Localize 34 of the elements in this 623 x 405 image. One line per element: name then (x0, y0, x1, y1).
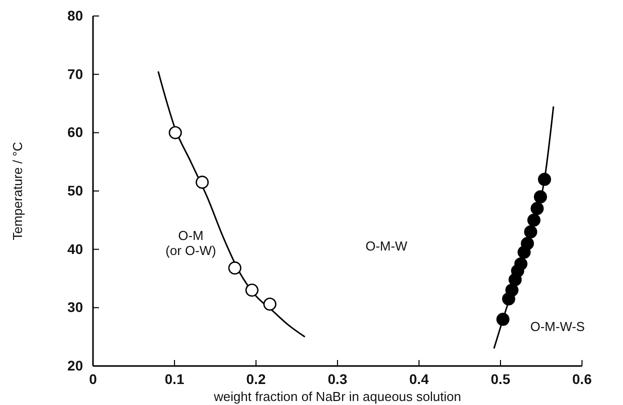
x-tick-label: 0.4 (409, 370, 429, 387)
point (496, 312, 510, 326)
point (538, 172, 552, 186)
x-tick-label: 0.2 (246, 370, 266, 387)
y-tick-label: 70 (67, 66, 84, 82)
point (530, 202, 544, 216)
y-axis-title: Temperature / °C (10, 142, 25, 240)
y-tick-label: 50 (67, 182, 84, 198)
point (168, 126, 182, 140)
point (524, 225, 538, 238)
x-tick-label: 0.6 (572, 370, 592, 387)
point (527, 214, 540, 227)
point (228, 261, 242, 275)
annotation: O-M (or O-W) (166, 228, 216, 258)
point (245, 284, 258, 297)
x-tick-label: 0.1 (164, 370, 184, 387)
point (263, 298, 276, 311)
y-tick-label: 30 (67, 299, 84, 316)
point (505, 284, 518, 297)
x-axis-title: weight fraction of NaBr in aqueous solution (212, 389, 462, 404)
x-tick-label: 0.5 (490, 370, 510, 387)
x-tick-label: 0.3 (328, 370, 348, 387)
point (520, 236, 534, 250)
point (514, 257, 528, 270)
point (196, 176, 209, 189)
y-tick-label: 40 (67, 240, 84, 257)
point (534, 190, 547, 204)
line-series (157, 70, 306, 338)
y-tick-label: 20 (67, 357, 84, 374)
annotation: O-M-W-S (530, 319, 586, 334)
y-tick-label: 60 (67, 124, 84, 140)
y-tick-label: 80 (67, 7, 84, 24)
x-tick-label: 0 (89, 370, 98, 387)
annotation: O-M-W (365, 238, 408, 254)
